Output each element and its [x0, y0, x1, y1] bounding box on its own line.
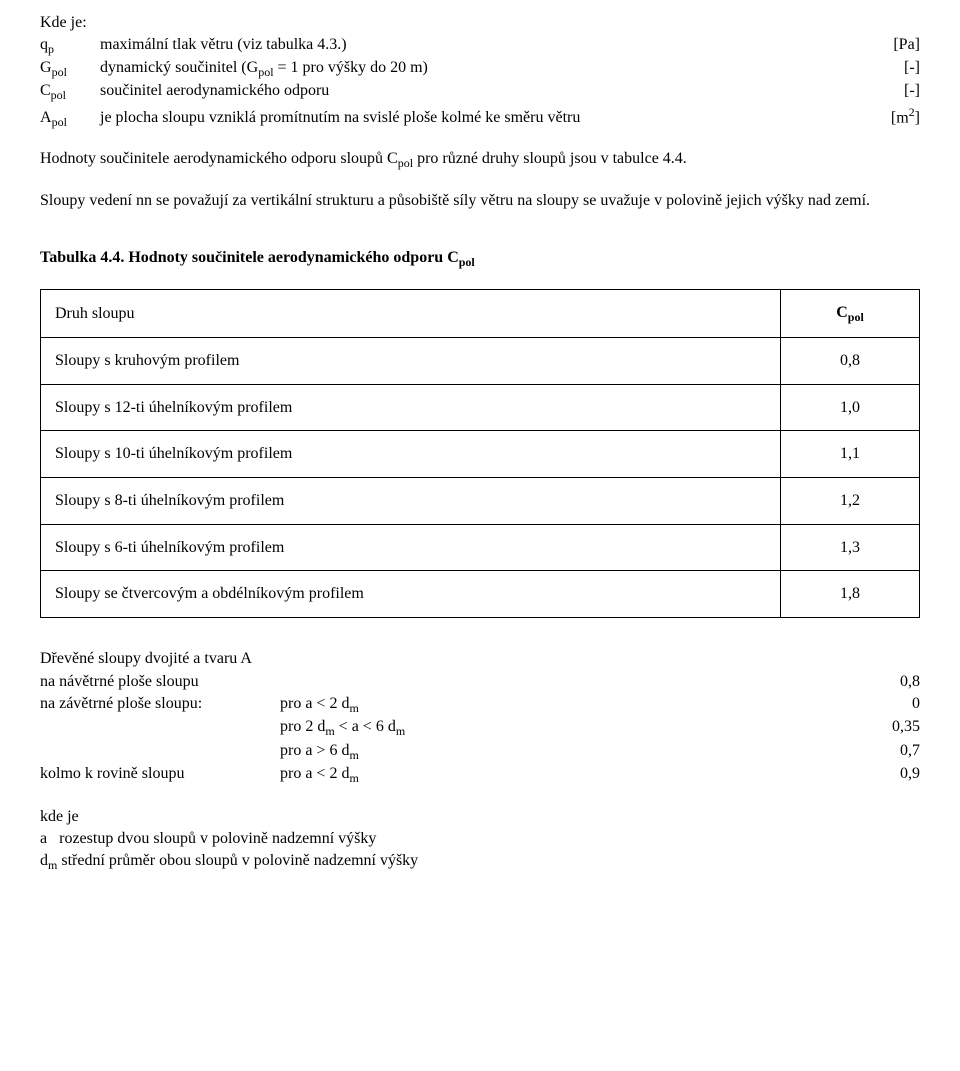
wood-condition: pro 2 dm < a < 6 dm [280, 716, 840, 739]
definition-symbol: Cpol [40, 80, 100, 103]
table-header-value: Cpol [781, 289, 920, 337]
paragraph: Hodnoty součinitele aerodynamického odpo… [40, 148, 920, 171]
wood-condition: pro a < 2 dm [280, 693, 840, 716]
wood-row: na návětrné ploše sloupu 0,8 [40, 671, 920, 693]
wood-row: kolmo k rovině sloupu pro a < 2 dm 0,9 [40, 763, 920, 786]
wood-value: 0 [840, 693, 920, 715]
table-cell-value: 1,3 [781, 524, 920, 571]
table-cell-type: Sloupy se čtvercovým a obdélníkovým prof… [41, 571, 781, 618]
table-row: Sloupy s 10-ti úhelníkovým profilem1,1 [41, 431, 920, 478]
definition-row: Apol je plocha sloupu vzniklá promítnutí… [40, 104, 920, 131]
wood-title: Dřevěné sloupy dvojité a tvaru A [40, 648, 920, 670]
wood-value: 0,7 [840, 740, 920, 762]
table-cell-value: 1,0 [781, 384, 920, 431]
document-page: Kde je: qp maximální tlak větru (viz tab… [0, 0, 960, 913]
wood-value: 0,9 [840, 763, 920, 785]
definition-symbol: Apol [40, 107, 100, 130]
where-block: kde je a rozestup dvou sloupů v polovině… [40, 806, 920, 873]
wood-label: kolmo k rovině sloupu [40, 763, 280, 785]
definition-text: maximální tlak větru (viz tabulka 4.3.) [100, 34, 860, 56]
definition-unit: [-] [860, 57, 920, 79]
table-row: Sloupy s 6-ti úhelníkovým profilem1,3 [41, 524, 920, 571]
wood-block: Dřevěné sloupy dvojité a tvaru A na návě… [40, 648, 920, 787]
definition-text: součinitel aerodynamického odporu [100, 80, 860, 102]
wood-value: 0,8 [840, 671, 920, 693]
table-cell-type: Sloupy s 12-ti úhelníkovým profilem [41, 384, 781, 431]
where-label: kde je [40, 806, 920, 828]
wood-row: pro a > 6 dm 0,7 [40, 740, 920, 763]
where-row: a rozestup dvou sloupů v polovině nadzem… [40, 828, 920, 850]
cpol-table: Druh sloupu Cpol Sloupy s kruhovým profi… [40, 289, 920, 618]
definition-unit: [-] [860, 80, 920, 102]
where-text: rozestup dvou sloupů v polovině nadzemní… [55, 830, 376, 847]
definition-unit: [m2] [860, 104, 920, 129]
definition-row: Gpol dynamický součinitel (Gpol = 1 pro … [40, 57, 920, 80]
definition-text: dynamický součinitel (Gpol = 1 pro výšky… [100, 57, 860, 80]
wood-condition: pro a > 6 dm [280, 740, 840, 763]
where-row: dm střední průměr obou sloupů v polovině… [40, 850, 920, 873]
where-symbol: a [40, 830, 47, 847]
table-row: Sloupy s 8-ti úhelníkovým profilem1,2 [41, 477, 920, 524]
table-cell-value: 1,1 [781, 431, 920, 478]
wood-condition: pro a < 2 dm [280, 763, 840, 786]
wood-row: pro 2 dm < a < 6 dm 0,35 [40, 716, 920, 739]
paragraph: Sloupy vedení nn se považují za vertikál… [40, 190, 920, 212]
intro-label: Kde je: [40, 12, 920, 34]
table-row: Sloupy se čtvercovým a obdélníkovým prof… [41, 571, 920, 618]
wood-value: 0,35 [840, 716, 920, 738]
table-cell-type: Sloupy s kruhovým profilem [41, 338, 781, 385]
definition-row: qp maximální tlak větru (viz tabulka 4.3… [40, 34, 920, 57]
table-header-type: Druh sloupu [41, 289, 781, 337]
table-row: Sloupy s kruhovým profilem0,8 [41, 338, 920, 385]
wood-label: na závětrné ploše sloupu: [40, 693, 280, 715]
table-cell-value: 1,2 [781, 477, 920, 524]
table-cell-value: 0,8 [781, 338, 920, 385]
where-text: střední průměr obou sloupů v polovině na… [57, 852, 418, 869]
definition-symbol: qp [40, 34, 100, 57]
table-cell-type: Sloupy s 10-ti úhelníkovým profilem [41, 431, 781, 478]
definition-symbol: Gpol [40, 57, 100, 80]
table-cell-type: Sloupy s 8-ti úhelníkovým profilem [41, 477, 781, 524]
definition-text: je plocha sloupu vzniklá promítnutím na … [100, 107, 860, 129]
where-symbol: dm [40, 852, 57, 869]
table-caption: Tabulka 4.4. Hodnoty součinitele aerodyn… [40, 247, 920, 270]
table-cell-value: 1,8 [781, 571, 920, 618]
wood-label: na návětrné ploše sloupu [40, 671, 280, 693]
definition-row: Cpol součinitel aerodynamického odporu [… [40, 80, 920, 103]
table-cell-type: Sloupy s 6-ti úhelníkovým profilem [41, 524, 781, 571]
table-row: Sloupy s 12-ti úhelníkovým profilem1,0 [41, 384, 920, 431]
wood-row: na závětrné ploše sloupu: pro a < 2 dm 0 [40, 693, 920, 716]
definition-unit: [Pa] [860, 34, 920, 56]
